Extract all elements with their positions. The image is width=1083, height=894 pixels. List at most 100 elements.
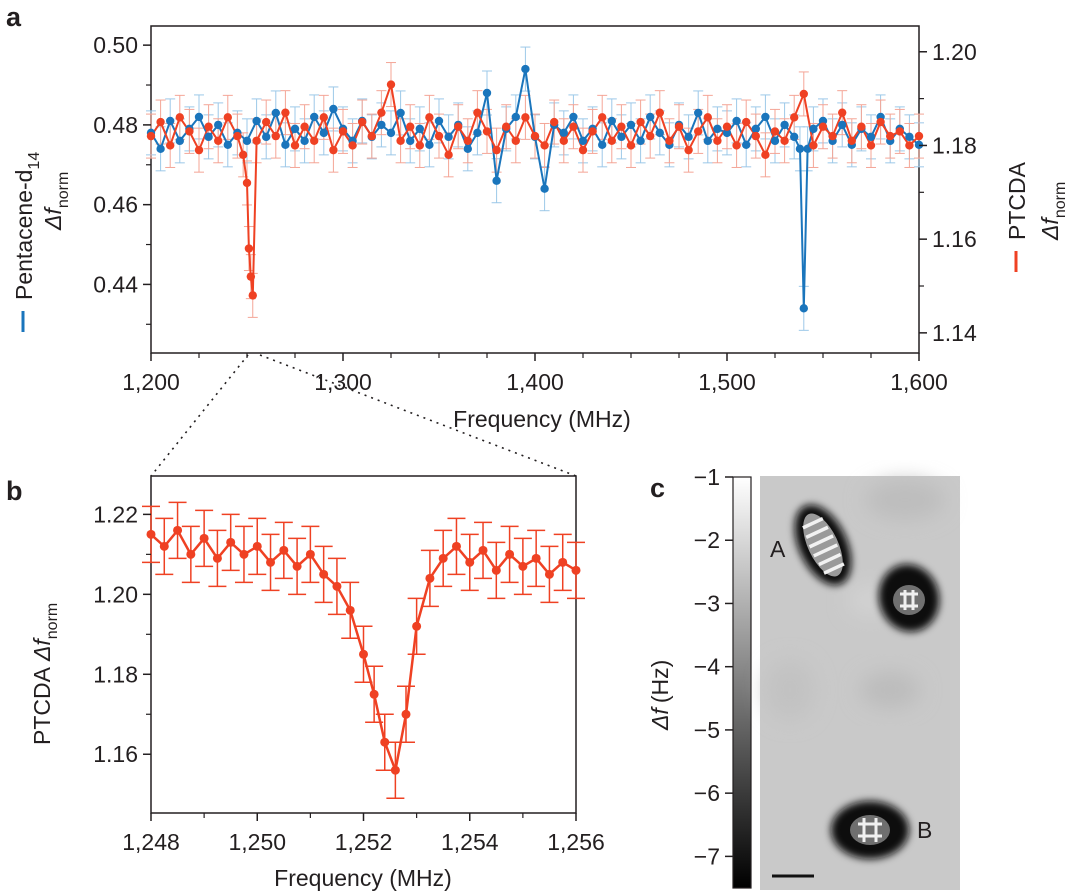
pentacene-point [646, 112, 655, 122]
ptcda-point [491, 565, 501, 575]
ptcda-point [530, 131, 540, 141]
ptcda-point [694, 127, 703, 136]
ptcda-point [857, 122, 866, 131]
ptcda-point [521, 113, 530, 122]
pentacene-point [463, 144, 472, 154]
ptcda-point [359, 649, 368, 659]
x-tick-label: 1,300 [314, 369, 372, 395]
pentacene-point [204, 132, 213, 142]
pentacene-point [511, 112, 520, 122]
pentacene-point [214, 120, 223, 130]
pentacene-point [396, 108, 405, 118]
svg-text:Δf(Hz): Δf (Hz) [647, 660, 673, 731]
ptcda-point [310, 136, 319, 145]
left-delta-f-symbol: Δf [40, 206, 66, 231]
colorbar-tick-label: −7 [694, 843, 720, 869]
molecule-a [794, 504, 852, 586]
ptcda-point [905, 141, 914, 150]
ptcda-point [146, 131, 156, 141]
pentacene-point [694, 108, 703, 118]
colorbar-tick-label: −3 [694, 590, 720, 616]
pentacene-point [521, 64, 530, 74]
pentacene-point [617, 132, 626, 142]
pentacene-point [713, 124, 722, 134]
ptcda-point [173, 525, 183, 535]
ptcda-point [451, 541, 461, 551]
pentacene-point [166, 116, 175, 126]
ptcda-point [292, 561, 302, 571]
pentacene-point [377, 120, 386, 130]
panel-b-norm-subscript: norm [44, 603, 61, 639]
ptcda-point [790, 113, 799, 122]
panel-c-letter: c [650, 473, 665, 503]
ptcda-point [540, 141, 549, 150]
colorbar-delta-f-symbol: Δf [647, 706, 673, 731]
ptcda-point [212, 553, 222, 563]
ptcda-point [655, 108, 664, 117]
panel-b-delta-f-symbol: Δf [29, 637, 55, 662]
panel-b-x-ticks: 1,248 1,250 1,252 1,254 1,256 [122, 813, 605, 855]
ptcda-point [238, 150, 248, 160]
ptcda-point [722, 122, 732, 131]
x-tick-label: 1,200 [122, 369, 180, 395]
molecule-b [831, 801, 909, 859]
ptcda-point [412, 621, 422, 631]
pentacene-point [473, 128, 482, 138]
zoom-line-left [150, 354, 249, 477]
panel-b-y-label: PTCDA Δfnorm [29, 603, 61, 745]
ptcda-point [406, 122, 415, 131]
ptcda-point [329, 145, 338, 155]
pentacene-point [866, 132, 876, 142]
panel-b-points [146, 525, 581, 775]
ptcda-point [665, 136, 674, 145]
ptcda-point [199, 533, 209, 543]
pentacene-point [175, 136, 184, 146]
ptcda-point [732, 141, 741, 150]
panel-b-x-label: Frequency (MHz) [274, 865, 452, 891]
ptcda-point [895, 127, 904, 136]
pentacene-point [742, 140, 751, 150]
ptcda-point [465, 557, 475, 567]
colorbar-label: Δf (Hz) [647, 660, 673, 731]
ptcda-point [166, 141, 175, 150]
pentacene-point [290, 124, 300, 134]
ptcda-point [186, 549, 196, 559]
ptcda-point [558, 557, 568, 567]
pentacene-point [799, 304, 808, 313]
ptcda-point [617, 122, 626, 131]
ptcda-point [444, 150, 453, 160]
ptcda-point [194, 145, 204, 155]
ptcda-point [369, 689, 379, 699]
ptcda-point [438, 553, 448, 563]
pentacene-point [540, 184, 549, 193]
ptcda-point [636, 117, 645, 127]
pentacene-point [434, 116, 444, 126]
pentacene-point [242, 136, 252, 146]
panel-a-left-y-label: Pentacene-d14 Δfnorm [11, 152, 72, 332]
svg-text:Δfnorm: Δfnorm [1037, 182, 1069, 241]
pentacene-point [281, 140, 290, 150]
x-tick-label: 1,252 [335, 829, 393, 855]
ptcda-point [386, 80, 396, 89]
x-tick-label: 1,256 [547, 829, 605, 855]
ptcda-point [242, 178, 252, 188]
y-tick-label: 1.20 [93, 581, 138, 607]
left-y-tick-label: 0.50 [93, 32, 138, 58]
pentacene-point [569, 112, 578, 122]
x-tick-label: 1,254 [441, 829, 499, 855]
pentacene-point [262, 132, 271, 142]
y-tick-label: 1.18 [93, 661, 138, 687]
ptcda-point [266, 557, 276, 567]
ptcda-point [492, 145, 501, 155]
ptcda-point [713, 136, 722, 145]
ptcda-point [271, 131, 280, 141]
ptcda-point [319, 113, 328, 122]
ptcda-point [367, 131, 376, 141]
panel-a-x-ticks: 1,200 1,300 1,400 1,500 1,600 [122, 353, 948, 395]
ptcda-point [866, 141, 876, 150]
ptcda-point [770, 127, 780, 136]
right-y-tick-label: 1.20 [932, 39, 977, 65]
ptcda-point [214, 136, 223, 145]
molecule-label-a: A [770, 536, 786, 562]
ptcda-point [338, 127, 348, 136]
